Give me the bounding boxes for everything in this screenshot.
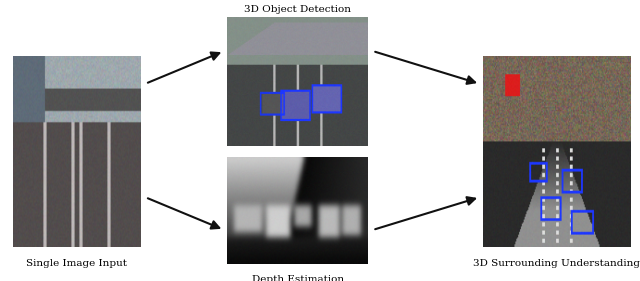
Text: Single Image Input: Single Image Input xyxy=(26,259,127,268)
Text: 3D Object Detection: 3D Object Detection xyxy=(244,5,351,14)
Text: Depth Estimation: Depth Estimation xyxy=(252,275,344,281)
Text: 3D Surrounding Understanding: 3D Surrounding Understanding xyxy=(474,259,640,268)
